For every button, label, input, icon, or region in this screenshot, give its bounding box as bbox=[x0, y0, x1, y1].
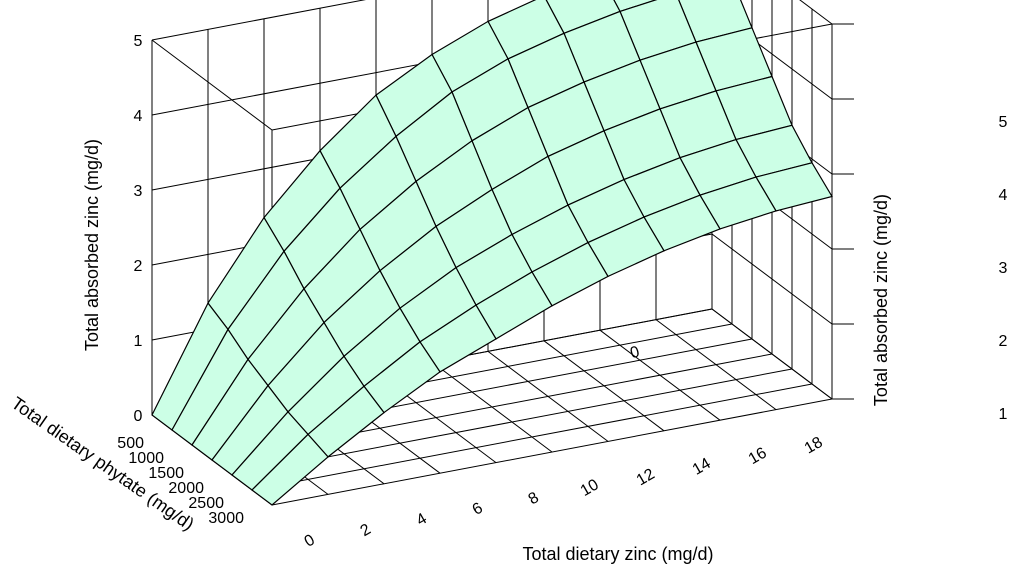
z-tick-label-right: 4 bbox=[999, 187, 1008, 204]
z-axis-title-right: Total absorbed zinc (mg/d) bbox=[871, 194, 891, 406]
wall-grid-line bbox=[799, 0, 833, 25]
wall-grid-line bbox=[151, 0, 367, 41]
floor-grid-line bbox=[271, 398, 833, 506]
y-tick-label: 1000 bbox=[128, 450, 164, 467]
x-tick-label: 0 bbox=[302, 531, 318, 550]
floor-tick-label: 0 bbox=[628, 343, 641, 362]
z-tick-label-left: 5 bbox=[134, 33, 143, 50]
wall-grid-line bbox=[711, 233, 833, 325]
z-tick-label-left: 4 bbox=[134, 108, 143, 125]
x-tick-label: 4 bbox=[414, 510, 430, 529]
z-tick-label-right: 5 bbox=[999, 114, 1008, 131]
z-tick-label-right: 3 bbox=[999, 260, 1008, 277]
y-tick-label: 3000 bbox=[208, 510, 244, 527]
z-tick-label-left: 0 bbox=[134, 408, 143, 425]
y-tick-label: 500 bbox=[117, 435, 144, 452]
x-tick-label: 14 bbox=[690, 455, 714, 479]
x-tick-label: 12 bbox=[634, 466, 658, 490]
z-tick-label-left: 1 bbox=[134, 333, 143, 350]
box-edge bbox=[151, 39, 273, 131]
wall-grid-line bbox=[711, 308, 833, 400]
z-tick-label-left: 2 bbox=[134, 258, 143, 275]
x-tick-label: 16 bbox=[746, 444, 770, 468]
z-tick-label-right: 2 bbox=[999, 333, 1008, 350]
z-tick-label-left: 3 bbox=[134, 183, 143, 200]
x-tick-label: 8 bbox=[526, 489, 542, 508]
z-tick-label-right: 1 bbox=[999, 406, 1008, 423]
x-tick-label: 18 bbox=[802, 434, 826, 458]
x-tick-label: 2 bbox=[358, 521, 374, 540]
y-tick-label: 2000 bbox=[168, 480, 204, 497]
surface-mesh bbox=[151, 0, 833, 506]
surface-patch bbox=[251, 433, 329, 506]
x-tick-label: 10 bbox=[578, 476, 602, 500]
y-tick-label: 1500 bbox=[148, 465, 184, 482]
x-tick-label: 6 bbox=[470, 500, 486, 519]
floor-grid-line bbox=[251, 383, 813, 491]
y-tick-label: 2500 bbox=[188, 495, 224, 512]
x-axis-title: Total dietary zinc (mg/d) bbox=[522, 544, 713, 564]
z-axis-title-left: Total absorbed zinc (mg/d) bbox=[82, 139, 102, 351]
